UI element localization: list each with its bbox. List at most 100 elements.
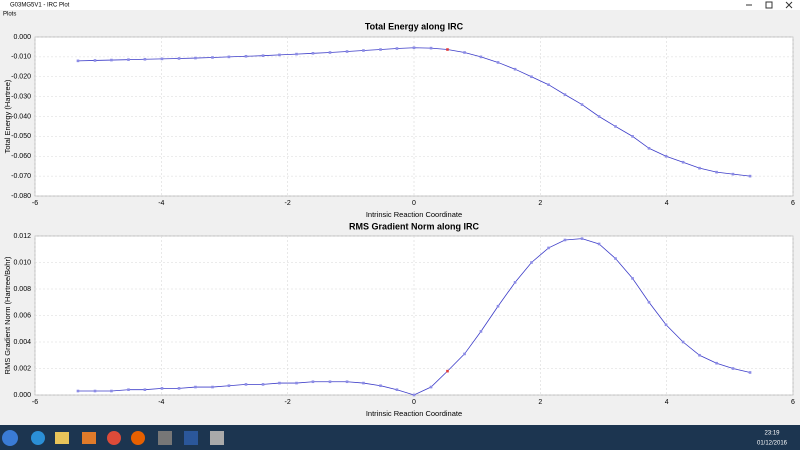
data-point	[295, 381, 298, 385]
clock-date: 01/12/2016	[757, 441, 788, 447]
data-point	[530, 261, 533, 264]
data-point	[580, 237, 584, 240]
y-tick-label: 0.010	[13, 259, 31, 266]
app-icon[interactable]	[107, 431, 121, 445]
data-point	[160, 387, 164, 390]
data-point	[412, 46, 416, 50]
data-point	[345, 380, 349, 384]
data-point	[647, 147, 651, 150]
data-point	[446, 48, 449, 51]
data-point	[748, 174, 752, 178]
y-tick-label: 0.000	[13, 34, 31, 41]
app-icon[interactable]	[158, 431, 172, 445]
data-point	[463, 51, 466, 54]
data-point	[127, 58, 130, 61]
data-point	[211, 385, 214, 389]
x-axis-label: Intrinsic Reaction Coordinate	[366, 409, 462, 418]
app-icon[interactable]	[131, 431, 145, 445]
data-point	[93, 59, 97, 62]
y-tick-label: 0.012	[13, 233, 31, 240]
y-tick-label: -0.070	[11, 173, 31, 180]
data-point	[698, 166, 701, 170]
data-point	[177, 387, 181, 390]
data-point	[211, 56, 214, 59]
data-point	[328, 380, 332, 384]
data-point	[496, 61, 500, 64]
chart-title: RMS Gradient Norm along IRC	[349, 221, 480, 231]
app-icon[interactable]	[31, 431, 45, 445]
data-point	[479, 330, 483, 333]
window-controls[interactable]	[746, 1, 793, 9]
data-point	[681, 340, 685, 344]
app-icon[interactable]	[210, 431, 224, 445]
data-point	[429, 385, 433, 389]
data-point	[160, 57, 164, 61]
data-point	[227, 384, 231, 388]
data-point	[597, 115, 601, 118]
x-tick-label: 6	[791, 399, 795, 406]
data-point	[244, 54, 248, 58]
data-point	[547, 246, 550, 250]
data-point	[295, 52, 298, 56]
data-point	[429, 46, 433, 50]
close[interactable]	[785, 1, 793, 9]
data-point	[362, 49, 365, 52]
y-tick-label: 0.004	[13, 339, 31, 346]
data-point	[227, 55, 231, 59]
x-tick-label: -2	[285, 399, 291, 406]
data-point	[379, 384, 382, 388]
y-axis-label: RMS Gradient Norm (Hartree/Bohr)	[3, 256, 12, 374]
x-tick-label: 0	[412, 200, 416, 207]
data-point	[563, 93, 567, 96]
data-point	[513, 281, 517, 284]
app-icon[interactable]	[55, 432, 69, 444]
x-tick-label: -6	[32, 399, 38, 406]
chart-title: Total Energy along IRC	[365, 21, 464, 31]
menu-item[interactable]: Plots	[3, 12, 16, 18]
data-point	[731, 367, 735, 370]
data-point	[143, 57, 147, 61]
data-point	[664, 154, 668, 158]
app-icon[interactable]	[184, 431, 198, 445]
data-point	[715, 170, 718, 174]
y-tick-label: -0.010	[11, 54, 31, 61]
data-point	[614, 257, 617, 260]
data-point	[379, 48, 382, 51]
data-point	[463, 352, 466, 356]
data-point	[412, 393, 416, 397]
data-point	[194, 385, 197, 389]
x-tick-label: -2	[285, 200, 291, 207]
data-point	[664, 323, 668, 327]
start-button[interactable]	[2, 430, 18, 446]
y-tick-label: 0.002	[13, 365, 31, 372]
x-tick-label: 4	[665, 200, 669, 207]
data-point	[647, 300, 651, 304]
data-point	[513, 67, 517, 71]
data-point	[614, 125, 617, 128]
y-tick-label: 0.008	[13, 286, 31, 293]
data-point	[715, 361, 718, 365]
data-point	[76, 389, 80, 393]
data-point	[76, 59, 80, 63]
maximize[interactable]	[765, 1, 773, 9]
data-point	[362, 381, 365, 385]
data-point	[244, 383, 248, 386]
data-point	[563, 238, 567, 242]
y-tick-label: 0.000	[13, 392, 31, 399]
window-title: G03MG5V1 - IRC Plot	[10, 3, 70, 9]
data-point	[194, 56, 197, 60]
data-point	[479, 55, 483, 59]
x-tick-label: 6	[791, 200, 795, 207]
app-icon[interactable]	[82, 432, 96, 444]
data-point	[127, 388, 130, 391]
data-point	[93, 389, 97, 393]
data-point	[278, 53, 281, 57]
data-point	[395, 388, 399, 391]
y-tick-label: -0.030	[11, 93, 31, 100]
x-tick-label: -4	[158, 200, 164, 207]
x-tick-label: 4	[665, 399, 669, 406]
data-point	[681, 160, 685, 164]
x-tick-label: 0	[412, 399, 416, 406]
data-point	[631, 135, 634, 138]
y-tick-label: -0.080	[11, 193, 31, 200]
